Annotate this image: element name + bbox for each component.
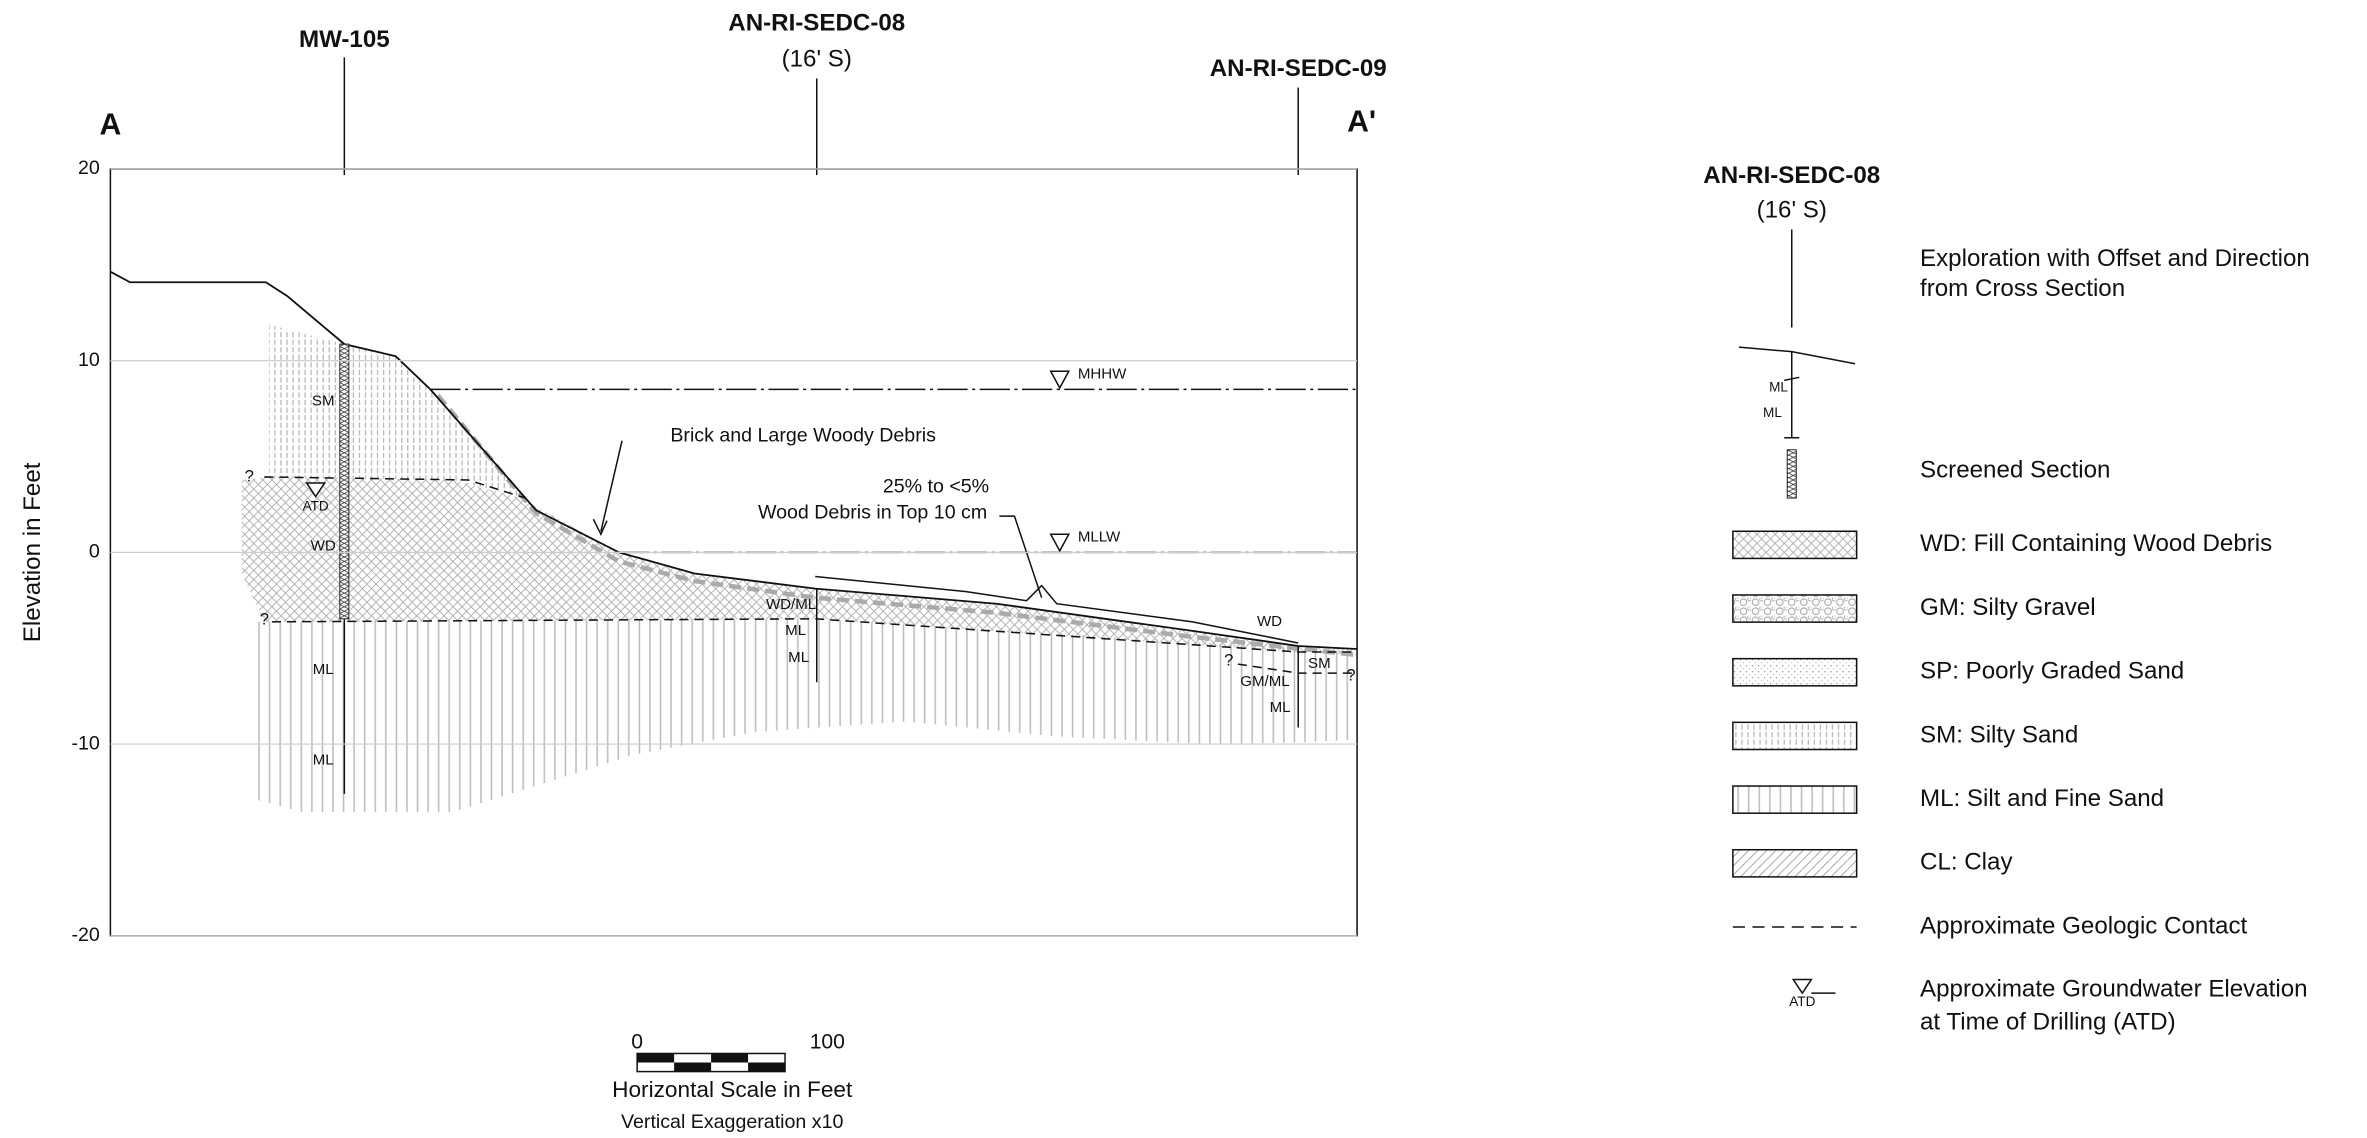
y-axis-label: Elevation in Feet [19,462,46,642]
legend-text: WD: Fill Containing Wood Debris [1920,530,2272,557]
legend-text: GM: Silty Gravel [1920,594,2096,621]
scale-note: Vertical Exaggeration x10 [621,1111,843,1133]
legend-swatch [1732,530,1858,560]
legend-sample-label: ML [1769,379,1788,394]
legend-text: ML: Silt and Fine Sand [1920,785,2164,812]
ml-zone [253,618,1358,812]
soil-label: ML [313,661,334,678]
exploration-name: AN-RI-SEDC-08 [728,10,905,37]
soil-label: SM [1308,655,1331,672]
soil-label: WD [1257,613,1282,630]
contact [264,476,526,499]
legend-text: Screened Section [1920,456,2110,483]
exploration-offset: (16' S) [782,46,852,73]
soil-label: ML [1270,699,1291,716]
scale-end: 100 [810,1030,845,1053]
sm-zone [268,324,526,499]
screen [339,343,350,620]
contact-mark: ? [1224,650,1233,669]
legend-water-symbol [1791,978,1836,995]
legend-swatch [1732,657,1858,687]
legend-text: CL: Clay [1920,849,2013,876]
water-label: MHHW [1078,365,1127,382]
legend-text: at Time of Drilling (ATD) [1920,1009,2176,1036]
legend-water-label: ATD [1789,994,1815,1009]
y-tick-label: 20 [78,157,100,179]
exploration-name: AN-RI-SEDC-09 [1210,55,1387,82]
soil-label: SM [312,392,335,409]
scale-title: Horizontal Scale in Feet [612,1077,853,1102]
legend-sample-label: ML [1763,405,1782,420]
leader [600,440,623,532]
section-start: A [100,109,122,142]
soil-label: WD [311,537,336,554]
section-end: A' [1347,106,1376,139]
soil-label: ML [788,649,809,666]
scale-bar [636,1052,786,1073]
annotation: Wood Debris in Top 10 cm [758,501,987,523]
water-label: MLLW [1078,528,1121,545]
leader [999,515,1043,598]
legend-exploration-name: AN-RI-SEDC-08 [1703,162,1880,189]
exploration-name: MW-105 [299,26,390,53]
legend-text: Exploration with Offset and Direction [1920,245,2310,272]
debris-line [436,393,1358,658]
legend-text: Approximate Groundwater Elevation [1920,975,2308,1002]
legend-swatch [1732,848,1858,878]
soil-label: ML [785,622,806,639]
soil-label: ATD [303,499,329,514]
legend-swatch [1732,785,1858,814]
water-symbol [305,370,1071,553]
wd-zone [241,476,1358,656]
scale-start: 0 [631,1030,643,1053]
annotation: Brick and Large Woody Debris [670,424,936,446]
soil-label: WD/ML [766,596,816,613]
arrowhead [592,518,608,537]
annotation: 25% to <5% [883,476,989,498]
y-tick-label: 10 [78,349,100,371]
surface-line [815,575,1299,644]
legend-exploration-offset: (16' S) [1757,197,1827,224]
contact-mark: ? [260,610,269,629]
legend-text: Approximate Geologic Contact [1920,912,2247,939]
y-tick-label: 0 [89,541,100,563]
legend-swatch [1732,721,1858,751]
legend-swatch [1732,594,1858,623]
legend-text: from Cross Section [1920,275,2125,302]
legend: AN-RI-SEDC-08 (16' S) Exploration with O… [1703,162,2310,1036]
y-tick-label: -10 [71,732,99,754]
plot [109,57,1358,937]
soil-label: ML [313,752,334,769]
legend-screen [1786,449,1797,499]
ground-surface [109,270,1358,650]
legend-text: SP: Poorly Graded Sand [1920,658,2184,685]
soil-label: GM/ML [1240,673,1289,690]
contact-mark: ? [245,466,254,485]
legend-boring [1738,346,1856,439]
legend-text: SM: Silty Sand [1920,721,2078,748]
contact-mark: ? [1346,666,1355,685]
y-tick-label: -20 [71,924,99,946]
